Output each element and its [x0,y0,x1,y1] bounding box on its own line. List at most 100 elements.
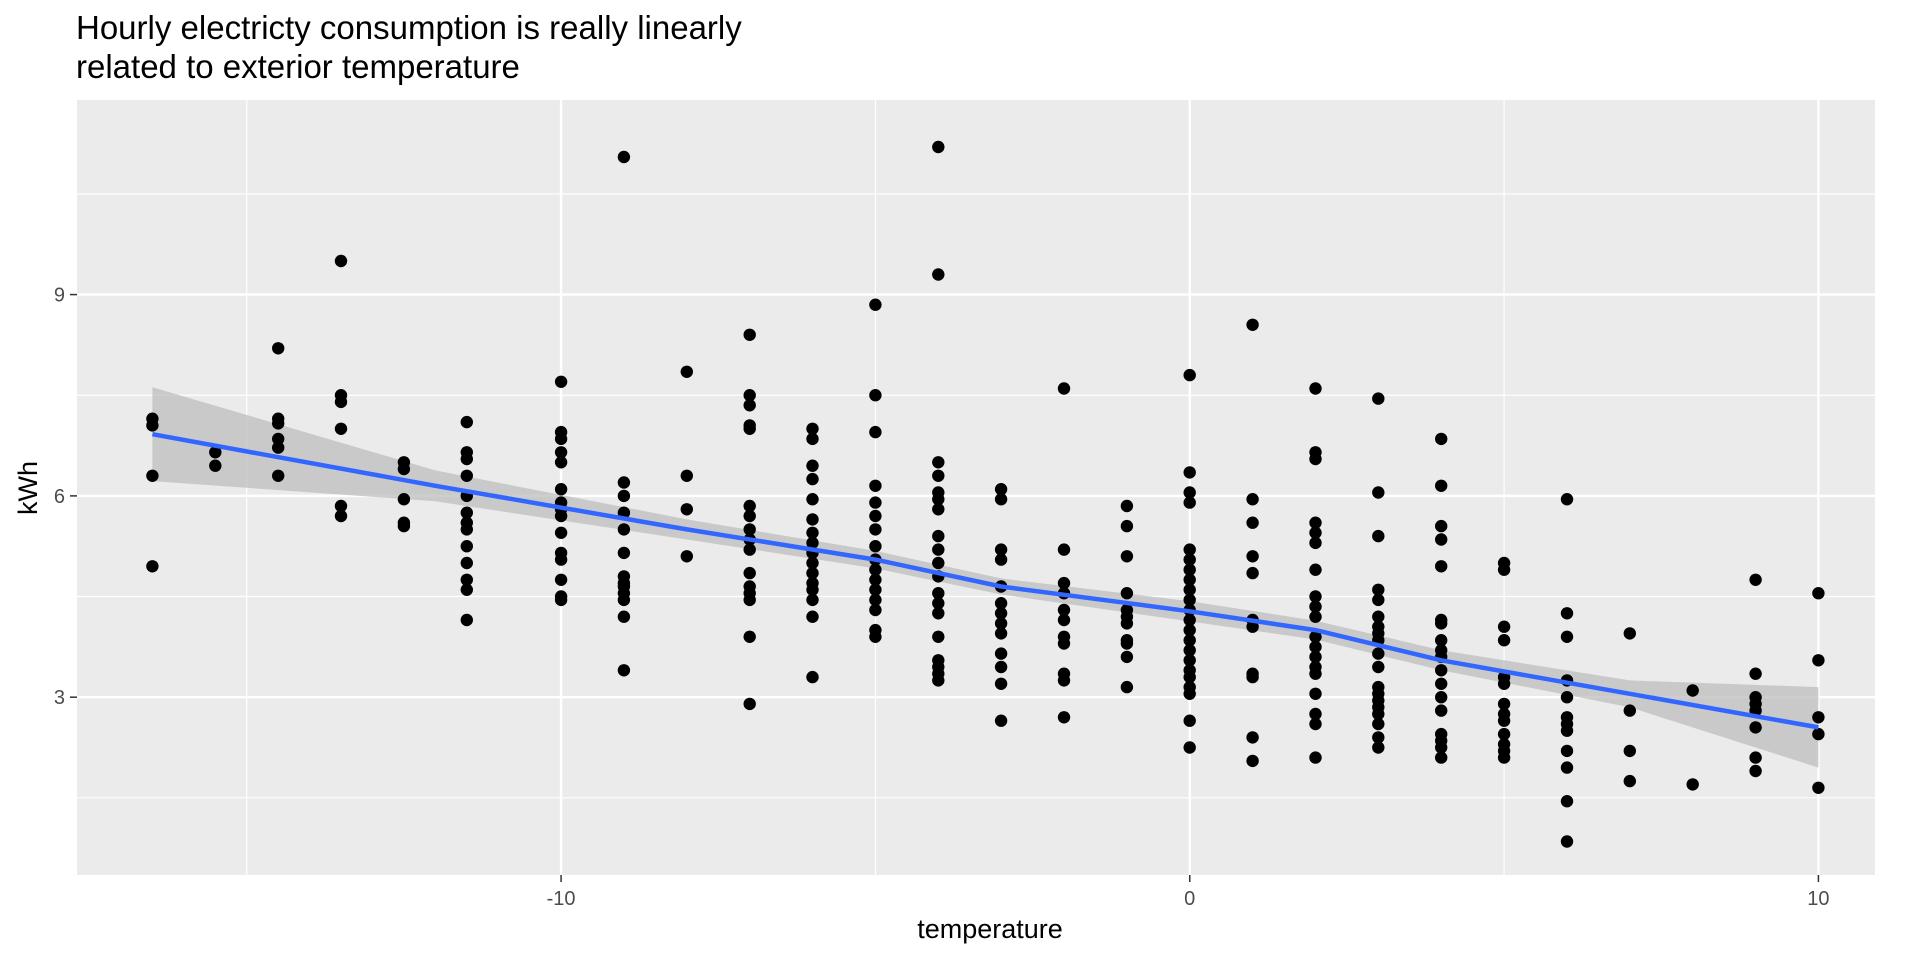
data-point [1686,684,1699,697]
data-point [334,509,348,523]
data-point [1183,563,1196,576]
data-point [1812,654,1825,667]
data-point [1372,392,1385,405]
data-point [932,493,945,506]
data-point [1435,479,1448,492]
data-point [1372,486,1385,499]
data-point [617,593,631,607]
data-point [1309,600,1322,613]
data-point [1435,519,1448,533]
data-point [932,456,945,469]
data-point [1497,727,1511,741]
confidence-band [152,387,1819,768]
data-point [743,499,756,513]
data-point [460,583,473,596]
data-point [272,417,285,430]
data-point [994,553,1008,566]
x-axis-title: temperature [917,914,1063,944]
data-point [1623,627,1637,640]
data-point [932,556,945,570]
x-tick-label: 10 [1807,888,1829,910]
data-point [806,593,819,607]
data-point [743,593,756,607]
data-point [1183,553,1196,566]
data-point [554,456,568,469]
data-point [994,677,1008,690]
data-point [1309,590,1322,603]
data-point [272,469,285,482]
data-point [1183,573,1196,586]
data-point [1309,687,1322,700]
data-point [1183,496,1196,509]
data-point [617,489,631,503]
data-point [1309,382,1322,395]
data-point [1749,721,1762,734]
data-point [1372,660,1385,674]
data-point [1246,550,1259,563]
data-point [1435,664,1448,677]
data-point [932,587,945,600]
data-point [994,714,1008,727]
data-point [869,593,882,607]
data-point [617,523,631,536]
data-point [554,509,568,523]
data-point [932,543,945,556]
data-point [1435,634,1448,647]
y-axis-title: kWh [13,461,43,515]
data-point [1686,778,1699,791]
data-point [1372,731,1385,744]
data-point [1183,543,1196,556]
chart-title: Hourly electricty consumption is really … [76,8,742,86]
data-point [1560,761,1574,774]
data-point [743,523,756,536]
y-axis-ticks: 3 6 9 [54,285,77,709]
data-point [1372,610,1385,623]
data-point [994,597,1008,610]
data-point [1372,647,1385,660]
data-point [1812,781,1825,794]
data-point [1497,634,1511,647]
data-point [1497,751,1511,764]
data-point [334,254,348,268]
data-point [1246,516,1259,529]
data-point [397,493,411,506]
data-point [554,526,568,539]
data-point [1057,543,1071,556]
data-point [1497,620,1511,633]
data-point [554,446,568,459]
data-point [1309,650,1322,664]
data-point [1057,674,1071,687]
chart-title-line-1: Hourly electricty consumption is really … [76,9,742,46]
data-point [554,483,568,496]
data-point [1497,563,1511,576]
data-point [806,513,819,526]
data-point [932,597,945,610]
data-point [806,493,819,506]
data-point [1183,687,1196,700]
data-point [806,526,819,539]
data-point [1623,774,1637,788]
y-tick-label: 3 [54,687,65,709]
data-point [1560,724,1574,737]
data-point [1372,583,1385,596]
data-point [272,432,285,446]
data-point [1057,576,1071,590]
data-point [334,395,348,409]
data-point [397,519,411,533]
data-point [460,573,473,586]
data-point [1309,751,1322,764]
data-point [1560,607,1574,620]
data-point [994,607,1008,620]
data-point [1560,835,1574,848]
data-point [554,375,568,388]
data-point [554,553,568,566]
data-point [460,613,473,627]
smooth-trend-line [151,431,1819,730]
data-point [1749,764,1762,778]
data-point [1183,593,1196,607]
data-point [1435,432,1448,446]
data-point [806,583,819,596]
y-tick-label: 6 [54,486,65,508]
data-point [146,419,159,432]
data-point [994,493,1008,506]
